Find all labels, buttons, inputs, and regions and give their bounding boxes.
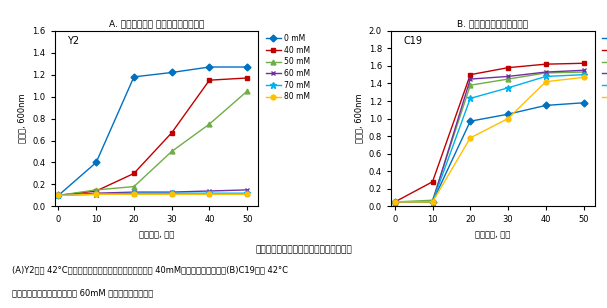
70 mM (243, 191, 251, 195)
30mM (504, 77, 512, 81)
0 mM (92, 161, 100, 164)
70 mM (168, 191, 175, 195)
Text: (A)Y2株は 42°Cの高温条件下でフルフラールに対して 40mMまで耐性を有する。(B)C19株は 42°C: (A)Y2株は 42°Cの高温条件下でフルフラールに対して 40mMまで耐性を有… (12, 265, 288, 274)
50 mM (243, 89, 251, 93)
50mM (580, 73, 587, 76)
0 mM (168, 71, 175, 74)
60 mM (131, 190, 138, 194)
60 mM (243, 188, 251, 192)
0 mM (243, 65, 251, 69)
60mM (429, 200, 436, 204)
0mM (391, 200, 398, 204)
Line: 40 mM: 40 mM (56, 75, 249, 198)
60mM (542, 80, 549, 83)
40 mM (131, 172, 138, 175)
X-axis label: 培養期間, 時間: 培養期間, 時間 (475, 230, 510, 239)
40mM (580, 68, 587, 72)
0mM (467, 120, 474, 123)
Line: 40mM: 40mM (392, 68, 586, 205)
60mM (580, 75, 587, 79)
0 mM (206, 65, 213, 69)
50 mM (131, 185, 138, 188)
Line: 0 mM: 0 mM (56, 65, 249, 198)
30mM (580, 70, 587, 74)
40 mM (55, 193, 62, 197)
Title: A. フルフラール による生育への影響: A. フルフラール による生育への影響 (109, 20, 204, 29)
50mM (504, 86, 512, 90)
20mM (542, 62, 549, 66)
Line: 50mM: 50mM (392, 71, 587, 205)
Line: 20mM: 20mM (392, 61, 586, 205)
20mM (429, 180, 436, 184)
40 mM (206, 78, 213, 82)
Text: の高温条件下で酢酸に対して 60mM まで耐性を有する。: の高温条件下で酢酸に対して 60mM まで耐性を有する。 (12, 288, 154, 297)
0 mM (55, 193, 62, 197)
Y-axis label: 吸光度, 600nm: 吸光度, 600nm (354, 94, 363, 144)
70 mM (55, 193, 62, 197)
20mM (504, 66, 512, 70)
Line: 30mM: 30mM (392, 70, 586, 205)
0mM (580, 101, 587, 105)
60 mM (168, 190, 175, 194)
Legend: 0mM, 20mM, 30mM, 40mM, 50mM, 60mM: 0mM, 20mM, 30mM, 40mM, 50mM, 60mM (599, 31, 607, 104)
60mM (391, 200, 398, 204)
Y-axis label: 吸光度, 600nm: 吸光度, 600nm (18, 94, 27, 144)
Text: 図２　発酵阻害物質が生育に及ぼす影響: 図２ 発酵阻害物質が生育に及ぼす影響 (255, 245, 352, 254)
80 mM (168, 192, 175, 196)
Line: 50 mM: 50 mM (56, 89, 249, 198)
0mM (542, 103, 549, 107)
80 mM (55, 193, 62, 197)
Line: 0mM: 0mM (392, 100, 586, 205)
40mM (542, 70, 549, 74)
50mM (429, 200, 436, 204)
60mM (467, 136, 474, 140)
50mM (391, 200, 398, 204)
80 mM (206, 192, 213, 196)
70 mM (92, 192, 100, 196)
Title: B. 酢酸による生育への影響: B. 酢酸による生育への影響 (458, 20, 529, 29)
0mM (504, 112, 512, 116)
50mM (467, 96, 474, 100)
30mM (467, 83, 474, 87)
50 mM (55, 193, 62, 197)
Line: 60mM: 60mM (392, 75, 586, 205)
40mM (504, 75, 512, 78)
X-axis label: 培養期間, 時間: 培養期間, 時間 (139, 230, 174, 239)
80 mM (243, 192, 251, 196)
Text: C19: C19 (403, 36, 422, 46)
20mM (467, 73, 474, 76)
70 mM (131, 191, 138, 195)
60 mM (92, 191, 100, 195)
40 mM (168, 131, 175, 135)
50 mM (168, 150, 175, 153)
30mM (391, 200, 398, 204)
60 mM (206, 189, 213, 193)
Line: 60 mM: 60 mM (56, 188, 249, 198)
40 mM (92, 189, 100, 193)
80 mM (92, 192, 100, 196)
50mM (542, 75, 549, 78)
40mM (391, 200, 398, 204)
30mM (429, 198, 436, 202)
50 mM (206, 122, 213, 126)
60 mM (55, 193, 62, 197)
20mM (580, 61, 587, 65)
40mM (467, 77, 474, 81)
Text: Y2: Y2 (67, 36, 79, 46)
80 mM (131, 192, 138, 196)
50 mM (92, 188, 100, 192)
0 mM (131, 75, 138, 79)
40mM (429, 200, 436, 204)
30mM (542, 71, 549, 75)
40 mM (243, 76, 251, 80)
20mM (391, 200, 398, 204)
Legend: 0 mM, 40 mM, 50 mM, 60 mM, 70 mM, 80 mM: 0 mM, 40 mM, 50 mM, 60 mM, 70 mM, 80 mM (263, 31, 313, 104)
0mM (429, 200, 436, 204)
60mM (504, 117, 512, 120)
70 mM (206, 191, 213, 195)
Line: 70 mM: 70 mM (55, 190, 251, 199)
Line: 80 mM: 80 mM (56, 192, 249, 198)
